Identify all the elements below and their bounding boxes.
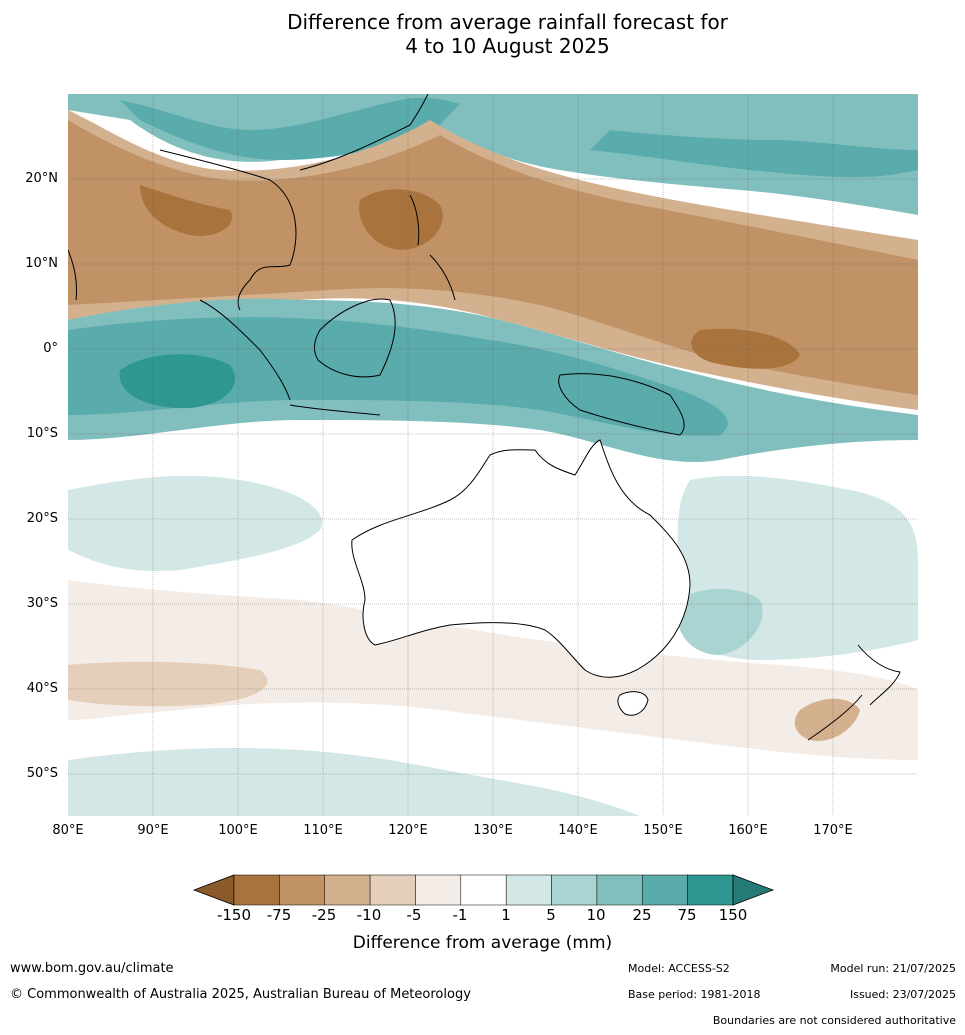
india-coast-outline: [68, 249, 77, 301]
lon-label-140e: 140°E: [558, 823, 598, 838]
legend-tick: -150: [216, 906, 252, 924]
footer-model: Model: ACCESS-S2: [628, 962, 730, 975]
lon-label-80e: 80°E: [52, 823, 84, 838]
graticule: [68, 94, 918, 816]
footer-website: www.bom.gov.au/climate: [10, 961, 174, 976]
lat-label-10n: 10°N: [25, 256, 58, 271]
legend-swatch: [324, 874, 371, 906]
lat-label-10s: 10°S: [26, 426, 58, 441]
lon-label-100e: 100°E: [218, 823, 258, 838]
lat-label-20s: 20°S: [26, 511, 58, 526]
legend-title: Difference from average (mm): [352, 933, 613, 953]
legend-swatch: [460, 874, 507, 906]
lon-label-170e: 170°E: [813, 823, 853, 838]
contour-dry-nz: [794, 698, 860, 741]
contour-wet-north-east: [590, 130, 918, 178]
legend-swatch: [596, 874, 643, 906]
title-line-2: 4 to 10 August 2025: [405, 34, 610, 58]
lat-label-0: 0°: [43, 341, 58, 356]
australia-outline: [351, 439, 691, 678]
contour-dry-east: [691, 328, 800, 369]
contour-wet-tasman-mid: [677, 588, 763, 655]
new-zealand-outline: [807, 644, 901, 741]
legend-arrow-high: [732, 874, 775, 906]
contour-wet-south-west: [68, 475, 322, 571]
legend-tick: 25: [632, 906, 652, 924]
title-line-1: Difference from average rainfall forecas…: [287, 10, 728, 34]
lon-label-130e: 130°E: [473, 823, 513, 838]
lon-label-120e: 120°E: [388, 823, 428, 838]
contour-dry-philippines: [359, 189, 443, 250]
legend-swatch: [415, 874, 462, 906]
contour-wet-north: [68, 94, 918, 215]
lat-label-20n: 20°N: [25, 171, 58, 186]
legend-swatch: [642, 874, 688, 906]
legend-tick: -5: [406, 906, 422, 924]
borneo-outline: [313, 298, 396, 378]
lat-label-30s: 30°S: [26, 596, 58, 611]
sumatra-outline: [199, 299, 291, 401]
indochina-outline: [159, 149, 297, 311]
lon-label-90e: 90°E: [137, 823, 169, 838]
new-guinea-outline: [558, 373, 685, 436]
legend-swatch: [687, 874, 734, 906]
legend-tick: -75: [266, 906, 292, 924]
footer-issued: Issued: 23/07/2025: [849, 988, 956, 1001]
legend-tick: 5: [546, 906, 556, 924]
lon-label-150e: 150°E: [643, 823, 683, 838]
contour-dry-band-dark: [140, 185, 233, 236]
contour-wet-south-far: [68, 748, 640, 816]
china-coast-outline: [299, 94, 429, 171]
legend-swatch: [279, 874, 325, 906]
philippines-outline: [409, 194, 456, 301]
legend-tick: 150: [718, 906, 748, 924]
footer-disclaimer: Boundaries are not considered authoritat…: [712, 1014, 956, 1027]
legend-tick: 75: [677, 906, 697, 924]
footer-base-period: Base period: 1981-2018: [628, 988, 761, 1001]
legend-colorbar: [192, 874, 775, 906]
legend-tick: -25: [311, 906, 337, 924]
legend-tick: -1: [452, 906, 468, 924]
footer-model-run: Model run: 21/07/2025: [830, 962, 956, 975]
legend-tick: -10: [356, 906, 382, 924]
lon-label-160e: 160°E: [728, 823, 768, 838]
legend-swatch: [551, 874, 598, 906]
legend-tick: 10: [586, 906, 606, 924]
legend-arrow-low: [192, 874, 235, 906]
rainfall-map: [68, 94, 918, 816]
tasmania-outline: [617, 691, 649, 716]
footer-copyright: © Commonwealth of Australia 2025, Austra…: [10, 987, 471, 1002]
contour-wet-north-dark: [120, 97, 460, 160]
legend-swatch: [369, 874, 416, 906]
java-outline: [289, 404, 381, 416]
contour-wet-indian-ocean: [119, 354, 236, 409]
lon-label-110e: 110°E: [303, 823, 343, 838]
legend-swatch: [233, 874, 280, 906]
legend-tick: 1: [501, 906, 511, 924]
lat-label-50s: 50°S: [26, 766, 58, 781]
lat-label-40s: 40°S: [26, 681, 58, 696]
legend-swatch: [505, 874, 552, 906]
contour-wet-equator-mid: [68, 317, 728, 436]
contour-dry-south-mid: [68, 661, 268, 707]
map-title: Difference from average rainfall forecas…: [0, 10, 965, 58]
